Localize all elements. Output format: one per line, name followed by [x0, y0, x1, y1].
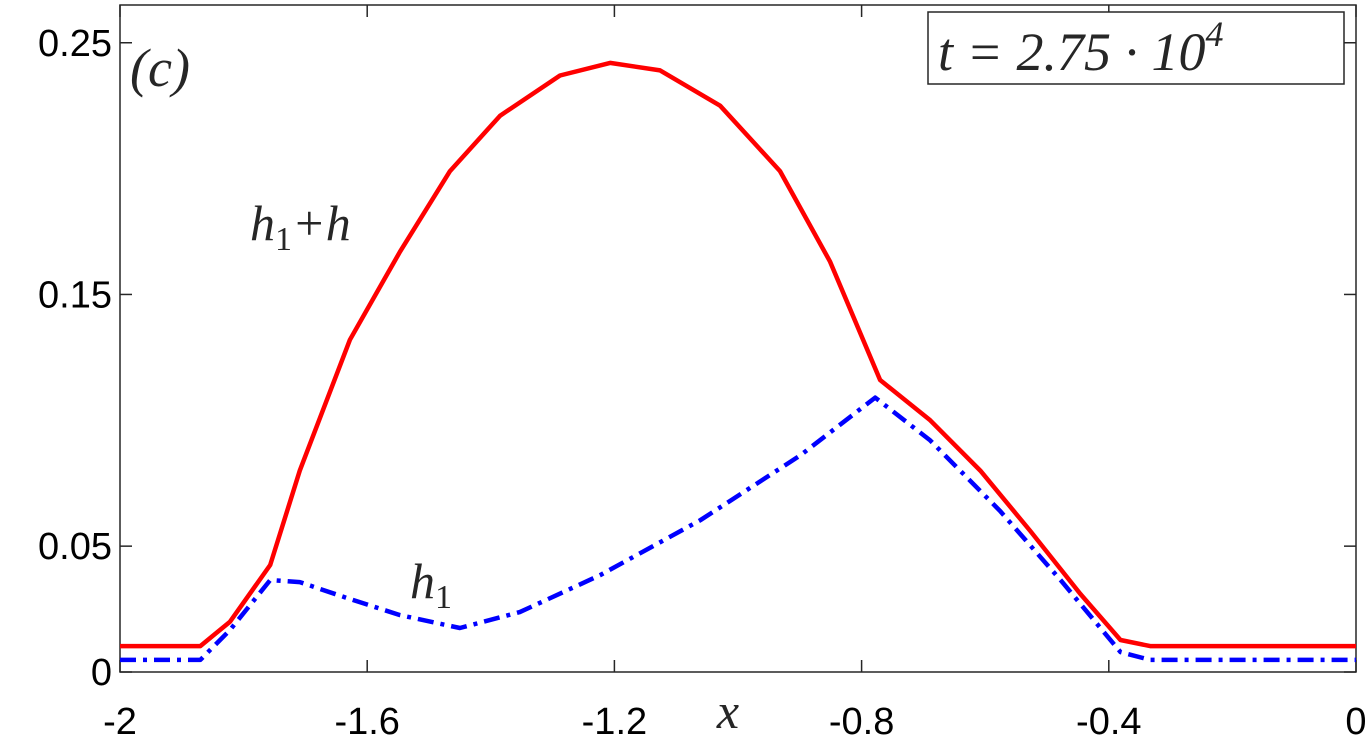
time-sup: 4 — [1205, 14, 1223, 54]
x-tick-label: 0 — [1345, 701, 1366, 743]
time-box — [927, 11, 1345, 85]
series-label: h1+h — [250, 195, 351, 258]
series-label: h1 — [410, 553, 452, 616]
time-label: t = 2.75 · 104 — [938, 14, 1223, 82]
time-text: t = 2.75 · 10 — [938, 22, 1205, 82]
y-tick-label: 0.15 — [38, 274, 112, 316]
x-tick-label: -1.2 — [582, 701, 647, 743]
label-base: h — [410, 553, 435, 609]
y-tick-label: 0.05 — [38, 526, 112, 568]
y-tick-label: 0.25 — [38, 23, 112, 65]
series-line — [120, 60, 1356, 649]
label-sub: 1 — [435, 579, 452, 616]
plot-frame — [119, 4, 1357, 673]
x-axis-label: x — [716, 683, 739, 739]
panel-label: (c) — [130, 38, 190, 98]
x-tick-label: -1.6 — [334, 701, 399, 743]
label-tail: +h — [292, 195, 351, 251]
label-sub: 1 — [275, 221, 292, 258]
y-tick-label: 0 — [91, 652, 112, 694]
label-base: h — [250, 195, 275, 251]
x-tick-label: -2 — [103, 701, 137, 743]
series-line — [120, 395, 1356, 663]
x-tick-label: -0.4 — [1076, 701, 1141, 743]
x-tick-label: -0.8 — [829, 701, 894, 743]
